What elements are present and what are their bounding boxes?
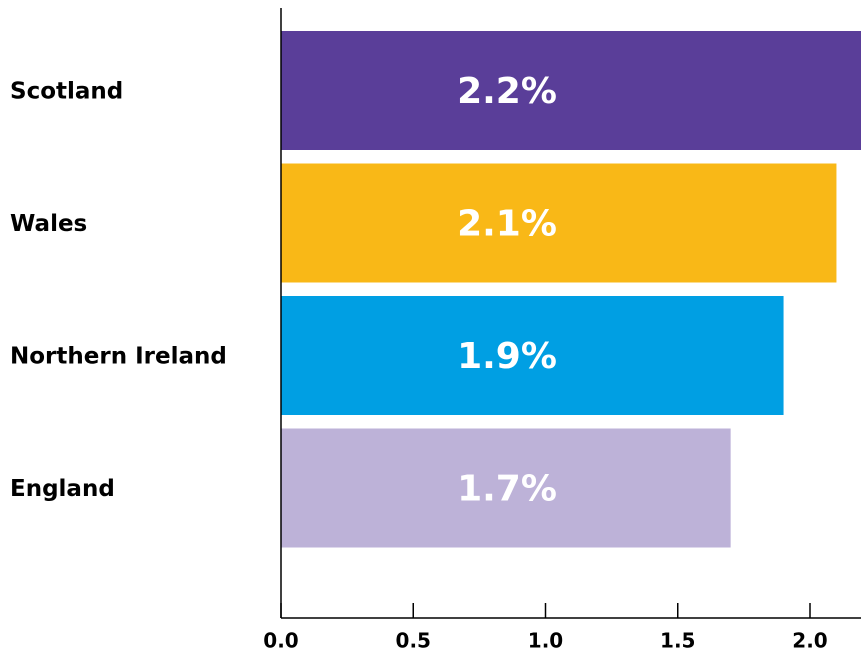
- x-tick-label: 0.0: [263, 629, 298, 653]
- value-label: 2.1%: [457, 204, 557, 245]
- bar: [281, 163, 837, 283]
- bar: [281, 31, 861, 150]
- category-label: England: [10, 476, 115, 502]
- x-tick-label: 1.0: [528, 629, 563, 653]
- category-label: Scotland: [10, 79, 123, 105]
- x-tick-label: 2.0: [792, 629, 827, 653]
- x-tick-label: 0.5: [396, 629, 431, 653]
- x-tick-label: 1.5: [660, 629, 695, 653]
- value-label: 2.2%: [457, 71, 557, 112]
- category-label: Northern Ireland: [10, 344, 227, 370]
- value-label: 1.7%: [457, 469, 557, 510]
- value-label: 1.9%: [457, 336, 557, 377]
- category-label: Wales: [10, 211, 87, 237]
- bar: [281, 428, 731, 548]
- bar: [281, 296, 784, 415]
